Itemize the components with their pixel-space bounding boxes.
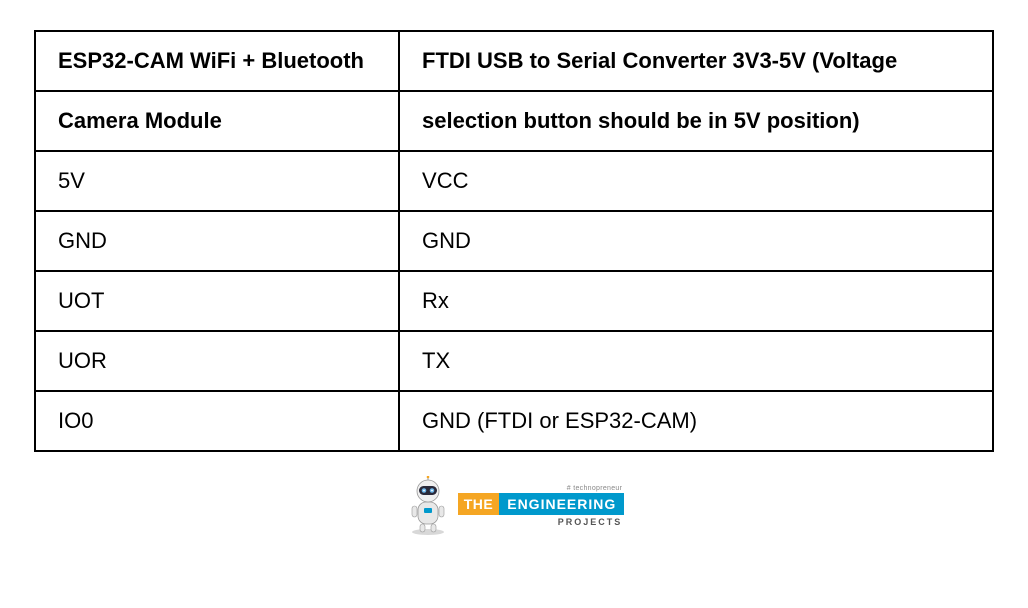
cell-right-header-1: FTDI USB to Serial Converter 3V3-5V (Vol…: [399, 31, 993, 91]
robot-icon: [404, 476, 452, 536]
cell-vcc: VCC: [399, 151, 993, 211]
table-row: UOT Rx: [35, 271, 993, 331]
cell-tx: TX: [399, 331, 993, 391]
cell-left-header-1: ESP32-CAM WiFi + Bluetooth: [35, 31, 399, 91]
logo-word-the: THE: [458, 493, 500, 515]
table-row: UOR TX: [35, 331, 993, 391]
cell-rx: Rx: [399, 271, 993, 331]
logo-word-engineering: ENGINEERING: [499, 493, 624, 515]
cell-5v: 5V: [35, 151, 399, 211]
logo-word-projects: PROJECTS: [458, 517, 625, 527]
logo-tagline: # technopreneur: [458, 485, 625, 492]
logo-main-row: THE ENGINEERING: [458, 493, 625, 515]
logo-text-block: # technopreneur THE ENGINEERING PROJECTS: [458, 485, 625, 527]
table-row: GND GND: [35, 211, 993, 271]
table-row: IO0 GND (FTDI or ESP32-CAM): [35, 391, 993, 451]
pinout-table: ESP32-CAM WiFi + Bluetooth FTDI USB to S…: [34, 30, 994, 452]
table-row: Camera Module selection button should be…: [35, 91, 993, 151]
cell-right-header-2: selection button should be in 5V positio…: [399, 91, 993, 151]
table-row: ESP32-CAM WiFi + Bluetooth FTDI USB to S…: [35, 31, 993, 91]
table-row: 5V VCC: [35, 151, 993, 211]
cell-left-header-2: Camera Module: [35, 91, 399, 151]
cell-gnd-left: GND: [35, 211, 399, 271]
cell-uot: UOT: [35, 271, 399, 331]
cell-gnd-right: GND: [399, 211, 993, 271]
site-logo: # technopreneur THE ENGINEERING PROJECTS: [404, 476, 625, 536]
cell-io0: IO0: [35, 391, 399, 451]
cell-uor: UOR: [35, 331, 399, 391]
cell-gnd-note: GND (FTDI or ESP32-CAM): [399, 391, 993, 451]
pinout-table-container: ESP32-CAM WiFi + Bluetooth FTDI USB to S…: [34, 30, 994, 452]
